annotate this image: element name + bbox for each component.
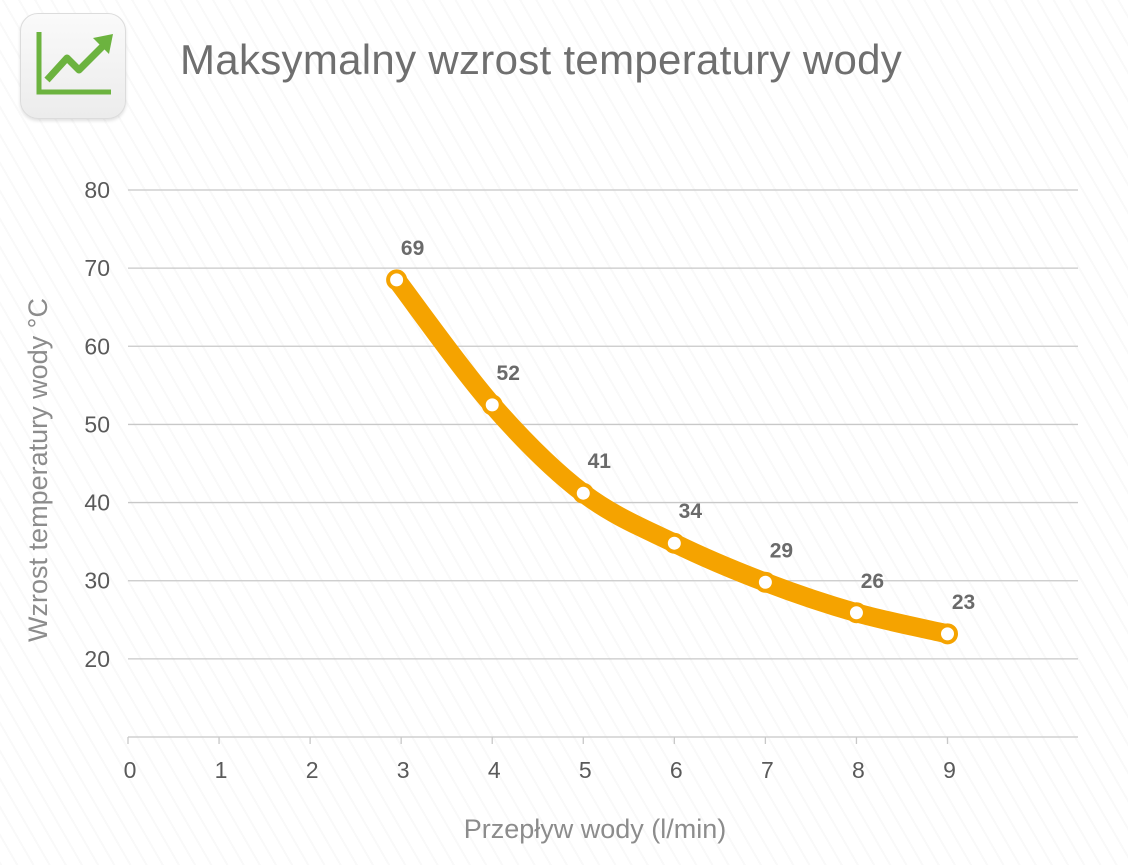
data-point: [572, 482, 594, 504]
y-axis-title: Wzrost temperatury wody °C: [23, 298, 53, 642]
data-label: 41: [588, 450, 612, 473]
labels-layer: 69 52 41 34 29 26 23: [401, 237, 975, 614]
data-point: [481, 394, 503, 416]
x-tick-label: 6: [670, 757, 683, 783]
x-tick-label: 4: [488, 757, 501, 783]
y-tick-label: 40: [84, 490, 110, 516]
icon-arrow-head: [93, 34, 113, 54]
x-axis-title: Przepływ wody (l/min): [464, 814, 727, 844]
x-tick-label: 0: [124, 757, 137, 783]
x-tick-label: 2: [306, 757, 319, 783]
app-icon: [20, 13, 126, 119]
x-tick-label: 9: [943, 757, 956, 783]
icon-trend-line: [44, 41, 108, 83]
y-tick-label: 80: [84, 177, 110, 203]
data-label: 52: [497, 362, 520, 385]
trend-chart-icon: [36, 32, 113, 95]
data-point: [937, 623, 958, 645]
data-label: 26: [861, 570, 884, 593]
grid: [128, 189, 1078, 660]
data-point: [754, 571, 776, 593]
icon-axes: [36, 32, 111, 95]
data-point: [663, 532, 685, 554]
x-tick-label: 5: [579, 757, 592, 783]
page-title: Maksymalny wzrost temperatury wody: [180, 36, 903, 83]
data-point: [845, 602, 867, 624]
y-tick-label: 70: [84, 255, 110, 281]
y-tick-label: 30: [84, 568, 110, 594]
data-label: 29: [770, 539, 793, 562]
data-point: [386, 269, 408, 291]
y-tick-label: 50: [84, 411, 110, 437]
x-tick-label: 1: [215, 757, 228, 783]
y-tick-label: 20: [84, 646, 110, 672]
x-tick-label: 8: [852, 757, 865, 783]
x-tick-label: 3: [397, 757, 410, 783]
data-label: 34: [679, 500, 703, 523]
data-label: 23: [952, 591, 975, 614]
y-tick-label: 60: [84, 333, 110, 359]
data-label: 69: [401, 237, 424, 260]
series-layer: [386, 269, 958, 645]
x-tick-label: 7: [761, 757, 774, 783]
